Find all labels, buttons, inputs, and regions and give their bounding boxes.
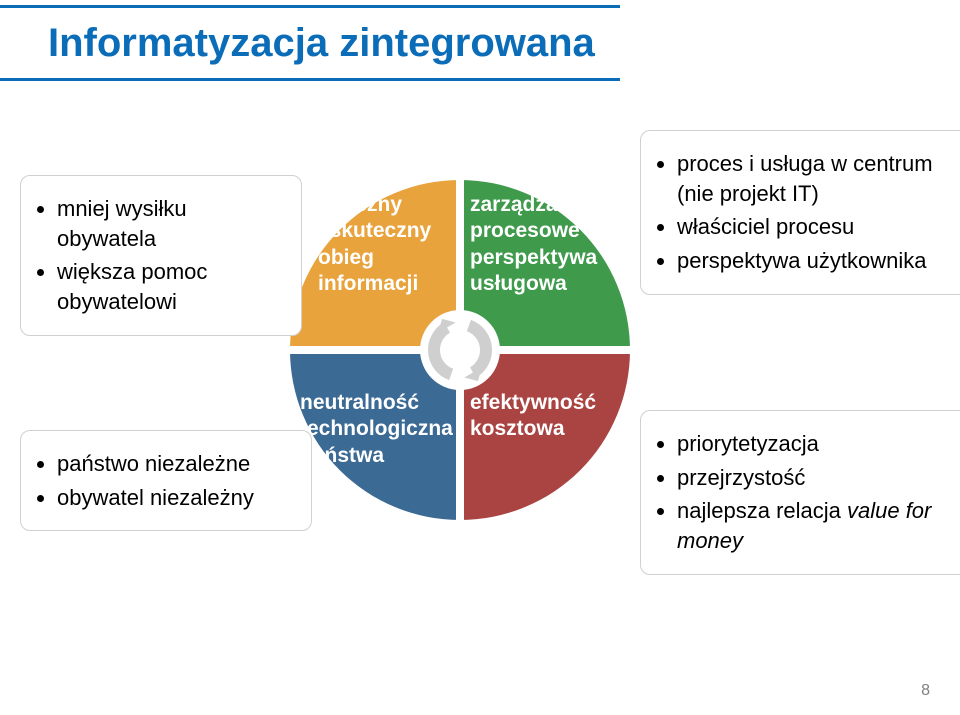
callout-bottom-left: państwo niezależne obywatel niezależny [20, 430, 312, 531]
callout-item: najlepsza relacja value for money [677, 496, 951, 555]
callout-item: państwo niezależne [57, 449, 293, 479]
quad-label-q1: logicznyi skutecznyobieginformacji [318, 192, 431, 297]
callout-item: obywatel niezależny [57, 483, 293, 513]
quad-label-q4: neutralnośćtechnologicznapaństwa [300, 390, 453, 469]
callout-item: większa pomoc obywatelowi [57, 257, 283, 316]
quad-label-q3: efektywnośćkosztowa [470, 390, 596, 443]
callout-item: perspektywa użytkownika [677, 246, 951, 276]
page-number: 8 [921, 682, 930, 700]
quad-label-q2: zarządzanieprocesowe iperspektywausługow… [470, 192, 597, 297]
callout-item: mniej wysiłku obywatela [57, 194, 283, 253]
callout-bottom-right: priorytetyzacja przejrzystośćnajlepsza re… [640, 410, 960, 575]
callout-top-left: mniej wysiłku obywatelawiększa pomoc oby… [20, 175, 302, 336]
quadrant-wheel [0, 0, 960, 715]
callout-top-right: proces i usługa w centrum (nie projekt I… [640, 130, 960, 295]
slide: { "title": "Informatyzacja zintegrowana"… [0, 0, 960, 715]
callout-item: właściciel procesu [677, 212, 951, 242]
callout-item: proces i usługa w centrum (nie projekt I… [677, 149, 951, 208]
callout-item: przejrzystość [677, 463, 951, 493]
callout-item: priorytetyzacja [677, 429, 951, 459]
